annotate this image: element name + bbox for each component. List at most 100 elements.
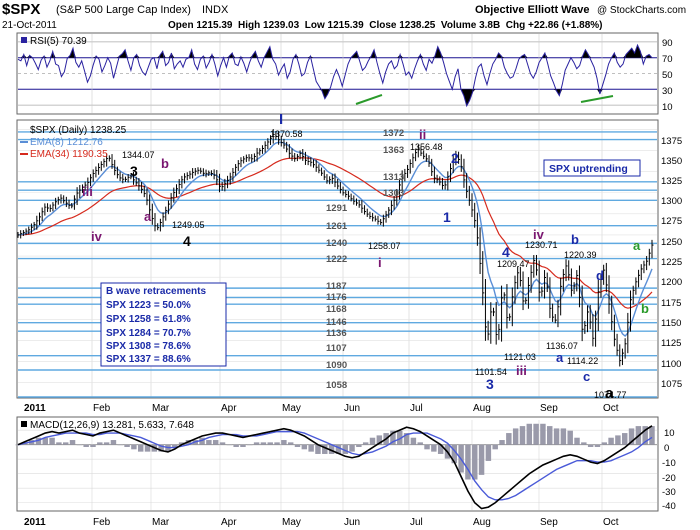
macd-histogram-bar [206,440,212,445]
macd-histogram-bar [56,442,62,445]
level-label: 1261 [326,221,348,232]
macd-histogram-bar [581,442,587,445]
macd-histogram-bar [553,428,560,445]
macd-histogram-bar [492,444,498,450]
retracement-title: B wave retracements [106,286,206,297]
wave-label: iv [533,227,545,242]
x-tick: Jul [410,517,423,528]
wave-label: iv [91,229,103,244]
macd-histogram-bar [594,444,601,447]
price-tick: 1350 [661,156,682,167]
rsi-legend-swatch [21,37,27,43]
price-annotation: 1121.03 [504,352,536,362]
macd-histogram-bar [247,444,253,446]
legend-ema34: EMA(34) 1190.35 [30,149,108,160]
macd-histogram-bar [437,444,444,454]
level-label: 1313 [383,172,404,183]
x-tick: Sep [540,403,558,414]
wave-label: a [144,209,152,224]
wave-label: i [378,255,382,270]
macd-y-ticks: 10 0 -10 -20 -30 -40 [662,428,676,512]
macd-histogram-bar [83,444,89,447]
brand-title: Objective Elliott Wave [475,4,590,16]
macd-histogram-bar [49,437,55,445]
wave-label: iii [82,184,93,199]
price-tick: 1375 [661,136,682,147]
macd-histogram-bar [608,437,614,445]
wave-label: I [279,111,283,128]
rsi-tick: 70 [662,54,673,65]
price-annotation: 1114.22 [567,356,598,366]
ohlc-readout: Open 1215.39 High 1239.03 Low 1215.39 Cl… [168,20,602,31]
price-y-ticks: 1375 1350 1325 1300 1275 1250 1225 1200 … [661,136,682,390]
x-tick: May [282,403,301,414]
macd-histogram-bar [172,444,178,447]
price-tick: 1075 [661,379,682,390]
wave-label: ii [419,127,426,142]
level-label: 1146 [326,317,347,328]
macd-histogram-bar [424,444,430,450]
wave-label: iii [516,363,527,378]
legend-ema8: EMA(8) 1212.76 [30,137,103,148]
macd-histogram-bar [376,435,383,445]
price-annotation: 1074.77 [594,390,627,400]
macd-histogram-bar [274,442,280,445]
level-label: 1363 [383,145,404,156]
macd-histogram-bar [226,444,233,446]
price-tick: 1100 [661,359,681,370]
rsi-tick: 30 [662,86,673,97]
x-tick: Mar [152,517,170,528]
rsi-overbought-fill [18,45,652,58]
macd-histogram-bar [233,444,239,447]
macd-tick: -20 [662,473,676,484]
price-annotations: 1370.58 1356.48 1344.07 1249.05 1258.07 … [122,129,627,400]
macd-histogram-bar [615,435,621,445]
wave-label: 2 [451,150,459,166]
x-tick: Jun [344,517,360,528]
macd-histogram-bar [533,423,539,445]
rsi-tick: 50 [662,70,673,81]
price-tick: 1225 [661,257,682,268]
macd-histogram-bar [103,442,110,445]
macd-histogram-bar [417,442,423,445]
level-label: 1168 [326,304,347,315]
price-annotation: 1136.07 [546,341,578,351]
retracement-line: SPX 1284 = 70.7% [106,328,191,339]
price-annotation: 1356.48 [410,142,443,152]
chart-name: (S&P 500 Large Cap Index) [56,4,191,16]
macd-legend-swatch [21,421,27,427]
macd-histogram-bar [15,444,21,446]
macd-histogram-bar [62,442,69,445]
chart-exchange: INDX [202,4,229,16]
x-tick: Jun [344,403,360,414]
status-box: SPX uptrending [543,159,641,177]
retracement-line: SPX 1258 = 61.8% [106,314,191,325]
wave-label: a [556,350,564,365]
x-tick: Oct [603,517,619,528]
level-label: 1372 [383,128,404,139]
x-tick: Mar [152,403,170,414]
macd-histogram-bar [574,437,580,445]
level-label: 1176 [326,292,347,303]
macd-histogram-bar [567,430,573,445]
x-tick: May [282,517,301,528]
level-label: 1291 [326,203,348,214]
x-tick: Feb [93,403,111,414]
retracement-line: SPX 1337 = 88.6% [106,354,191,365]
macd-histogram-bar [485,444,492,461]
macd-label: MACD(12,26,9) 13.281, 5.633, 7.648 [30,420,194,431]
price-annotation: 1209.47 [497,259,530,269]
wave-label: b [571,232,579,247]
macd-panel: MACD(12,26,9) 13.281, 5.633, 7.648 10 0 … [15,416,676,512]
rsi-panel: RSI(5) 70.39 90 70 50 30 10 [16,32,673,115]
macd-histogram-bar [519,426,526,445]
macd-tick: 0 [664,443,669,454]
price-bars [17,129,654,367]
wave-label: c [583,369,590,384]
rsi-tick: 10 [662,102,673,113]
x-tick: Sep [540,517,558,528]
price-legend: $SPX (Daily) 1238.25 EMA(8) 1212.76 EMA(… [20,125,127,160]
macd-histogram-bar [281,440,287,445]
macd-histogram-bar [158,444,164,452]
